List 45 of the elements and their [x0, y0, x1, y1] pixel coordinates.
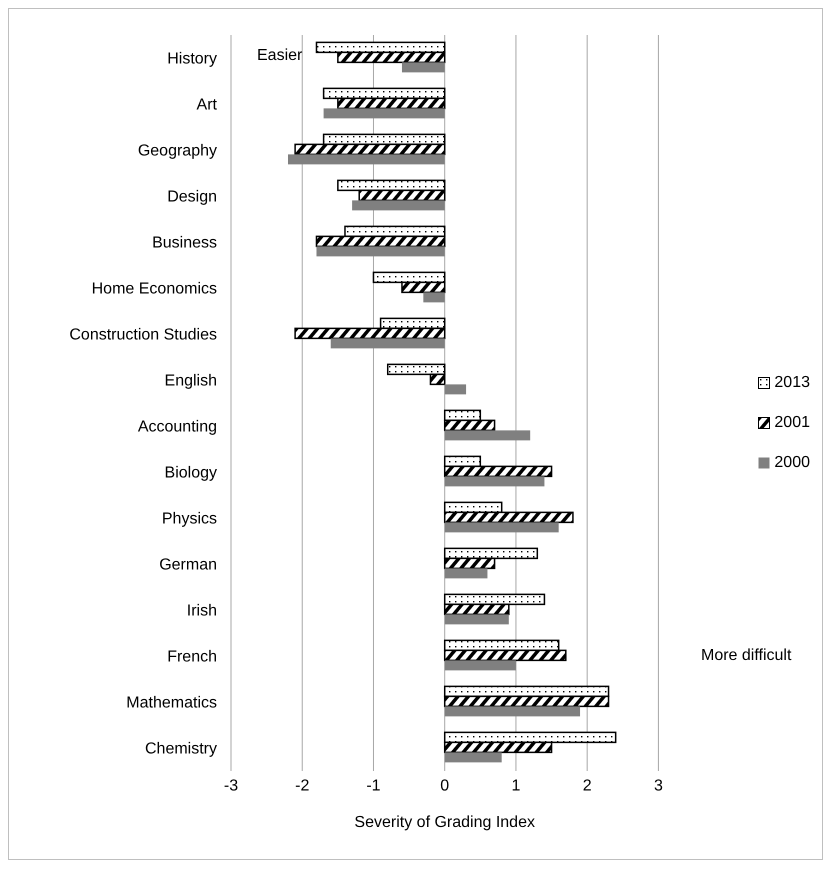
x-tick-label: 1	[511, 777, 520, 794]
x-tick-label: 2	[582, 777, 592, 794]
y-tick-label: Geography	[138, 142, 217, 160]
note-text: Easier	[257, 47, 302, 65]
bar	[316, 246, 445, 256]
x-tick-label: 0	[440, 777, 450, 794]
bar	[444, 476, 544, 486]
legend-label: 2001	[774, 414, 810, 432]
bar	[423, 292, 445, 302]
y-tick-label: French	[167, 648, 217, 666]
bar	[444, 752, 502, 762]
y-tick-label: German	[159, 556, 217, 574]
note-text: More difficult	[701, 647, 792, 665]
y-tick-label: English	[164, 372, 217, 390]
y-tick-label: Mathematics	[126, 694, 217, 712]
bar	[444, 430, 530, 440]
x-tick-label: 3	[654, 777, 663, 794]
bar	[444, 706, 580, 716]
x-axis-title: Severity of Grading Index	[354, 814, 535, 831]
y-tick-label: Accounting	[138, 418, 217, 436]
legend-label: 2013	[774, 374, 810, 392]
bar	[444, 614, 509, 624]
y-tick-label: Biology	[164, 464, 217, 482]
y-tick-label: Art	[196, 96, 218, 114]
y-tick-label: Chemistry	[144, 740, 217, 758]
bar	[288, 154, 445, 164]
y-tick-label: Home Economics	[92, 280, 217, 298]
y-tick-label: Design	[167, 188, 217, 206]
bar	[402, 62, 445, 72]
legend-label: 2000	[774, 454, 810, 472]
y-tick-label: Irish	[186, 602, 217, 620]
y-tick-label: History	[167, 50, 217, 68]
y-tick-label: Construction Studies	[69, 326, 217, 344]
bar	[352, 200, 445, 210]
y-tick-label: Business	[152, 234, 217, 252]
bar	[444, 568, 488, 578]
bar	[444, 522, 559, 532]
x-tick-label: -2	[295, 777, 310, 794]
y-tick-label: Physics	[162, 510, 217, 528]
bar	[324, 108, 445, 118]
x-tick-label: -1	[366, 777, 381, 794]
bar	[330, 338, 445, 348]
x-tick-label: -3	[224, 777, 238, 794]
bar	[444, 660, 516, 670]
bar	[444, 384, 466, 394]
